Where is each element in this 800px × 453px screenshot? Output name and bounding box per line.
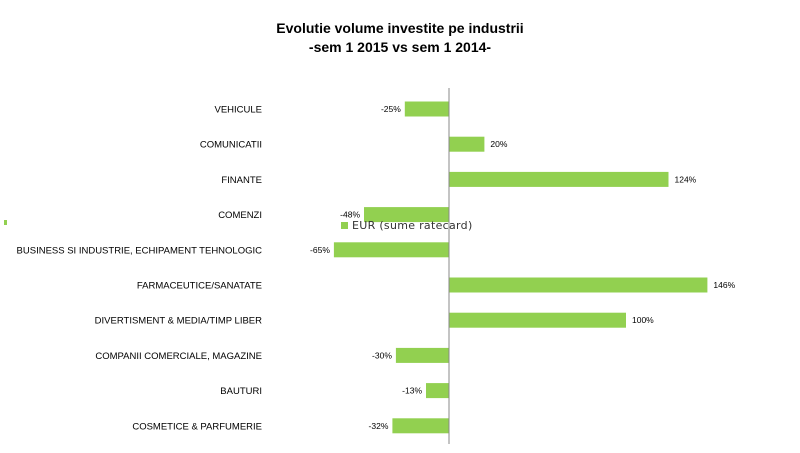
data-label-5: 146% (713, 280, 735, 290)
bar-group (333, 101, 708, 434)
data-label-7: -30% (372, 350, 392, 360)
bar-9 (392, 418, 449, 434)
category-label-2: FINANTE (221, 175, 262, 186)
data-label-0: -25% (381, 104, 401, 114)
bar-3 (364, 207, 449, 223)
category-label-7: COMPANII COMERCIALE, MAGAZINE (95, 351, 262, 362)
category-label-6: DIVERTISMENT & MEDIA/TIMP LIBER (95, 316, 262, 327)
data-labels: -25% 20% 124% -48% -65% 146% 100% -30% -13% -32% (310, 104, 736, 431)
legend: EUR (sume ratecard) (341, 219, 473, 232)
bar-8 (426, 383, 449, 399)
data-label-4: -65% (310, 245, 330, 255)
bar-6 (449, 312, 626, 328)
category-label-9: COSMETICE & PARFUMERIE (132, 421, 262, 432)
bar-5 (449, 277, 708, 293)
bar-1 (449, 136, 485, 152)
legend-label: EUR (sume ratecard) (352, 219, 473, 232)
chart-title-line-1: Evolutie volume investite pe industrii (276, 20, 523, 36)
bar-7 (395, 347, 449, 363)
category-labels: VEHICULE COMUNICATII FINANTE COMENZI BUSINES… (17, 105, 263, 433)
bar-4 (333, 242, 449, 258)
data-label-8: -13% (402, 386, 422, 396)
category-label-4: BUSINESS SI INDUSTRIE, ECHIPAMENT TEHNOL… (17, 245, 263, 256)
bar-0 (404, 101, 450, 117)
left-tick-mark (4, 220, 7, 225)
bar-2 (449, 171, 669, 187)
data-label-1: 20% (490, 139, 507, 149)
category-label-3: COMENZI (218, 210, 262, 221)
category-label-1: COMUNICATII (200, 140, 262, 151)
chart-title-line-2: -sem 1 2015 vs sem 1 2014- (309, 39, 491, 55)
category-label-0: VEHICULE (214, 105, 262, 116)
category-label-5: FARMACEUTICE/SANATATE (137, 281, 262, 292)
category-label-8: BAUTURI (220, 386, 262, 397)
data-label-6: 100% (632, 315, 654, 325)
legend-swatch (341, 222, 348, 229)
data-label-9: -32% (369, 421, 389, 431)
data-label-2: 124% (675, 174, 697, 184)
data-label-3: -48% (340, 210, 360, 220)
